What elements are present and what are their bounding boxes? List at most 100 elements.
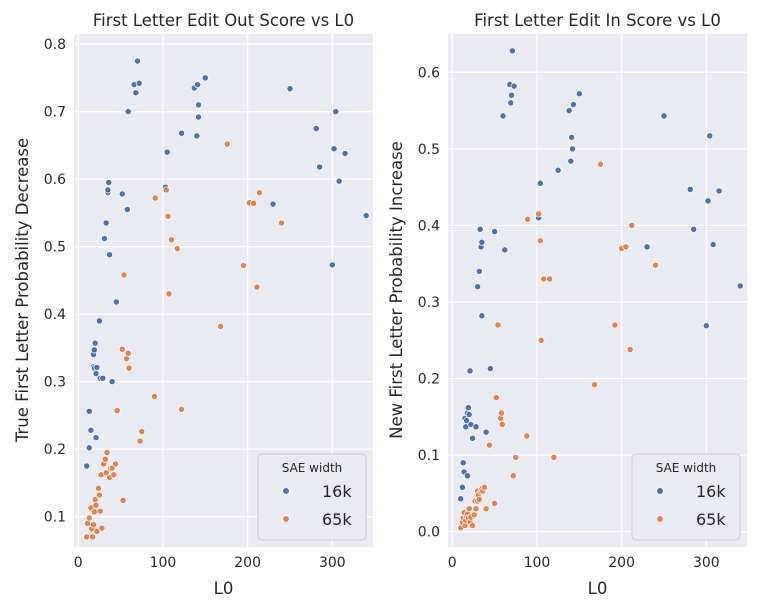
- right-point-16k: [554, 166, 562, 174]
- right-y-tick-label: 0.2: [418, 372, 440, 388]
- left-y-tick-label: 0.7: [44, 105, 66, 121]
- left-y-tick-label: 0.8: [44, 37, 66, 53]
- right-legend-marker-65k: [656, 515, 664, 523]
- right-point-16k: [501, 246, 509, 254]
- right-point-65k: [494, 321, 502, 329]
- left-point-65k: [96, 507, 104, 515]
- right-point-16k: [466, 367, 474, 375]
- right-point-16k: [476, 225, 484, 233]
- right-y-tick-label: 0.3: [418, 295, 440, 311]
- right-point-65k: [523, 432, 531, 440]
- left-point-16k: [135, 79, 143, 87]
- right-point-16k: [706, 132, 714, 140]
- left-point-65k: [253, 283, 261, 291]
- left-x-tick-label: 200: [234, 555, 261, 571]
- left-point-16k: [132, 89, 140, 97]
- left-legend-marker-65k: [282, 515, 290, 523]
- left-point-65k: [90, 508, 98, 516]
- right-point-16k: [459, 459, 467, 467]
- right-point-16k: [486, 365, 494, 373]
- left-point-65k: [90, 521, 97, 529]
- left-legend-marker-16k: [282, 487, 290, 495]
- right-y-tick-label: 0.5: [418, 142, 440, 158]
- right-point-16k: [472, 423, 480, 431]
- left-y-tick-label: 0.6: [44, 172, 66, 188]
- right-point-16k: [568, 133, 576, 141]
- right-point-16k: [507, 99, 515, 107]
- right-point-65k: [611, 321, 619, 329]
- right-y-ticks: 0.0 0.1 0.2 0.3 0.4 0.5 0.6: [418, 65, 440, 540]
- left-legend-label-65k: 65k: [322, 510, 352, 529]
- left-point-16k: [194, 81, 202, 89]
- left-point-65k: [101, 455, 109, 463]
- left-point-16k: [118, 190, 126, 198]
- right-chart: 0.0 0.1 0.2 0.3 0.4 0.5 0.6 0 100 200 300 First L…: [387, 11, 747, 598]
- right-point-16k: [482, 428, 490, 436]
- left-point-16k: [91, 339, 99, 347]
- left-point-16k: [85, 407, 93, 415]
- left-point-65k: [173, 245, 181, 253]
- right-point-16k: [686, 185, 694, 193]
- right-point-16k: [567, 157, 575, 165]
- left-point-16k: [99, 374, 107, 382]
- right-point-65k: [486, 441, 493, 449]
- right-point-16k: [536, 179, 544, 187]
- right-point-65k: [537, 336, 545, 344]
- left-point-16k: [163, 148, 171, 156]
- left-point-65k: [113, 407, 121, 415]
- left-point-65k: [217, 322, 224, 330]
- right-x-axis-label: L0: [588, 579, 608, 598]
- right-point-16k: [690, 225, 698, 233]
- right-point-16k: [643, 243, 651, 251]
- left-point-65k: [119, 496, 127, 504]
- left-point-65k: [89, 533, 97, 541]
- left-point-16k: [108, 378, 116, 386]
- left-point-16k: [195, 113, 202, 121]
- right-chart-title: First Letter Edit In Score vs L0: [474, 11, 721, 30]
- left-point-16k: [330, 145, 338, 153]
- left-x-ticks: 0 100 200 300: [74, 555, 346, 571]
- right-point-65k: [591, 381, 598, 389]
- left-point-16k: [193, 132, 201, 140]
- right-y-tick-label: 0.4: [418, 218, 440, 234]
- right-x-ticks: 0 100 200 300: [448, 555, 720, 571]
- left-points: [83, 57, 370, 541]
- left-point-16k: [134, 57, 141, 65]
- left-point-65k: [93, 528, 101, 535]
- left-point-16k: [362, 212, 370, 220]
- left-y-tick-label: 0.3: [44, 375, 66, 391]
- right-y-axis-label: New First Letter Probability Increase: [387, 141, 406, 439]
- left-point-16k: [124, 108, 132, 116]
- right-point-65k: [469, 522, 477, 530]
- right-point-65k: [492, 394, 500, 402]
- right-legend: SAE width 16k 65k: [631, 453, 741, 541]
- right-x-tick-label: 100: [524, 555, 551, 571]
- left-point-65k: [223, 140, 231, 148]
- left-point-16k: [85, 444, 93, 452]
- right-point-16k: [510, 82, 518, 90]
- left-point-16k: [90, 346, 98, 354]
- left-x-axis-label: L0: [214, 579, 234, 598]
- left-point-65k: [125, 364, 133, 372]
- right-point-16k: [463, 417, 471, 425]
- left-y-axis-label: True First Letter Probability Decrease: [13, 138, 32, 443]
- right-point-65k: [475, 496, 483, 503]
- left-point-65k: [165, 290, 173, 298]
- right-point-16k: [704, 197, 712, 205]
- left-y-tick-label: 0.1: [44, 510, 66, 526]
- left-legend-title: SAE width: [282, 461, 343, 475]
- right-point-16k: [660, 112, 668, 120]
- right-point-65k: [482, 505, 490, 513]
- left-point-65k: [92, 501, 100, 509]
- left-y-tick-label: 0.4: [44, 307, 66, 323]
- left-point-16k: [123, 206, 131, 213]
- left-y-tick-label: 0.2: [44, 442, 66, 458]
- right-point-65k: [497, 409, 505, 417]
- left-point-65k: [118, 345, 126, 353]
- left-point-16k: [201, 74, 209, 82]
- left-point-16k: [83, 462, 91, 470]
- left-point-16k: [101, 235, 108, 242]
- right-point-16k: [702, 322, 710, 330]
- right-point-65k: [472, 505, 480, 513]
